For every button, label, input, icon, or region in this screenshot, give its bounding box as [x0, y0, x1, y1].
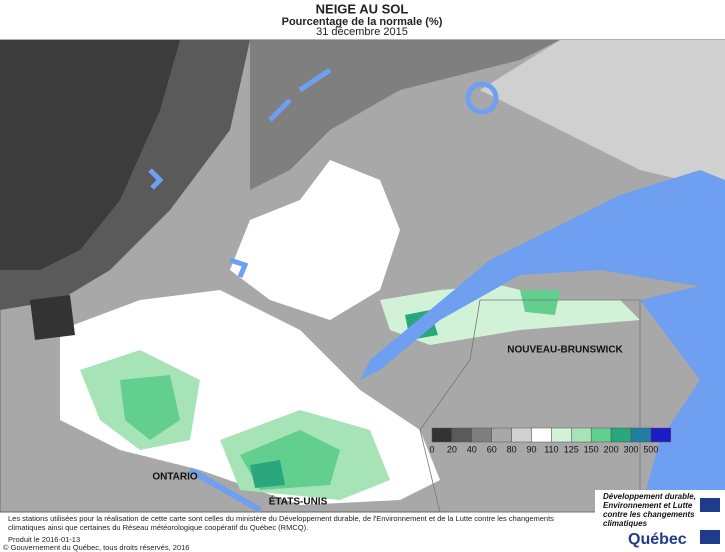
legend-label: 20	[447, 444, 457, 454]
legend-swatch	[451, 427, 473, 443]
legend-label: 110	[544, 444, 558, 454]
legend-label: 125	[564, 444, 579, 454]
subtitle: Pourcentage de la normale (%)	[282, 16, 443, 28]
region-label: ONTARIO	[152, 472, 198, 483]
copyright: © Gouvernement du Québec, tous droits ré…	[3, 543, 189, 552]
legend-swatch	[610, 427, 632, 443]
legend-label: 80	[507, 444, 517, 454]
logo-name: Québec	[628, 531, 687, 548]
legend: 0 20 40 60 80 90 110 125 150 200 300 500	[429, 427, 672, 454]
logo-text: Développement durable, Environnement et …	[603, 492, 696, 528]
legend-swatch	[650, 427, 672, 443]
region-label: ÉTATS-UNIS	[269, 495, 328, 508]
legend-label: 60	[487, 444, 497, 454]
legend-label: 200	[604, 444, 619, 454]
legend-label: 90	[526, 444, 536, 454]
legend-label: 40	[467, 444, 477, 454]
title: NEIGE AU SOL	[316, 1, 409, 16]
legend-swatch	[630, 427, 652, 443]
legend-label: 300	[623, 444, 638, 454]
legend-swatch	[491, 427, 512, 443]
flag	[700, 530, 720, 544]
date: 31 décembre 2015	[316, 26, 408, 38]
note: Les stations utilisées pour la réalisati…	[8, 515, 554, 532]
legend-swatch	[431, 427, 453, 443]
footer-note: Les stations utilisées pour la réalisati…	[8, 515, 554, 532]
legend-swatch	[471, 427, 492, 443]
legend-label: 500	[643, 444, 658, 454]
region-label: NOUVEAU-BRUNSWICK	[507, 345, 623, 356]
legend-label: 0	[429, 444, 434, 454]
legend-swatch	[551, 427, 572, 443]
flag	[700, 498, 720, 512]
logo-ministry: Développement durable, Environnement et …	[603, 492, 696, 528]
legend-swatch	[571, 427, 592, 443]
legend-swatch	[590, 427, 612, 443]
legend-swatch	[531, 427, 552, 443]
legend-label: 150	[584, 444, 599, 454]
produced: Produit le 2016-01-13	[8, 535, 80, 544]
legend-swatch	[511, 427, 532, 443]
